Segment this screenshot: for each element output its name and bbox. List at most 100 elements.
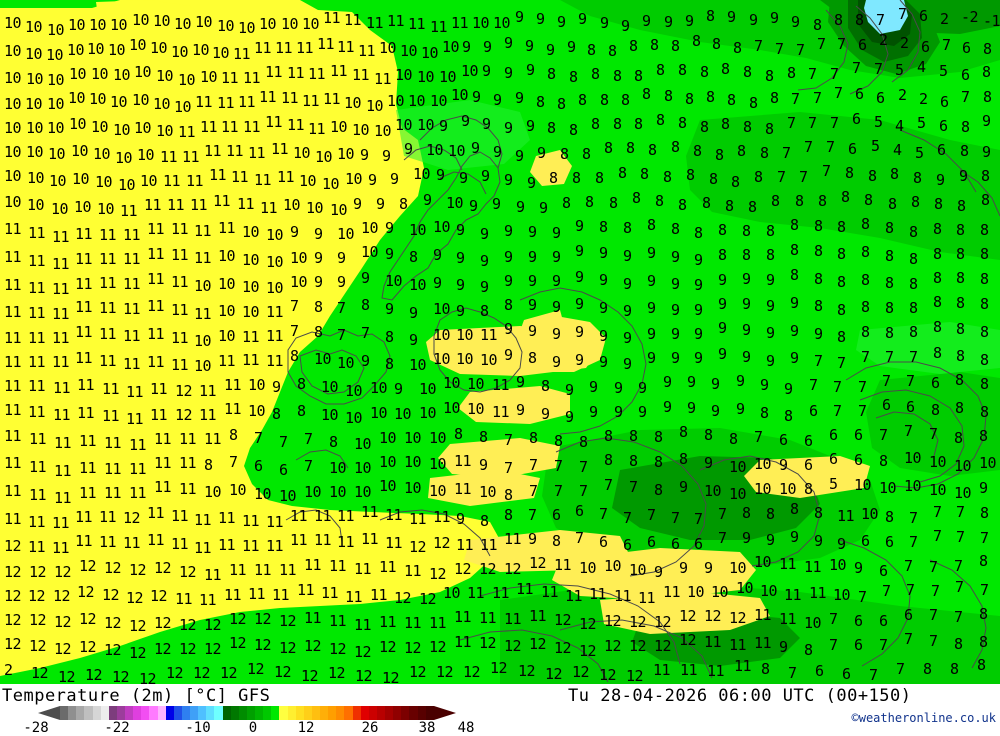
temperature-value: 8 xyxy=(547,65,556,83)
temperature-value: 10 xyxy=(446,194,464,212)
temperature-value: 8 xyxy=(770,89,779,107)
temperature-value: 11 xyxy=(290,531,308,549)
temperature-value: 12 xyxy=(29,637,47,655)
temperature-value: 9 xyxy=(647,272,656,290)
temperature-value: 8 xyxy=(480,302,489,320)
temperature-value: 11 xyxy=(279,561,297,579)
temperature-value: 11 xyxy=(379,558,397,576)
temperature-value: 12 xyxy=(254,636,272,654)
temperature-value: 11 xyxy=(104,484,122,502)
color-scale-tick--28: -28 xyxy=(23,720,49,736)
temperature-value: 9 xyxy=(575,351,584,369)
temperature-value: 10 xyxy=(879,479,897,497)
temperature-value: 8 xyxy=(562,194,571,212)
temperature-value: 12 xyxy=(79,638,97,656)
color-swatch-10 xyxy=(141,706,150,720)
temperature-value: 6 xyxy=(575,502,584,520)
temperature-value: 10 xyxy=(69,65,87,83)
temperature-value: 9 xyxy=(589,378,598,396)
temperature-value: 10 xyxy=(302,15,320,33)
temperature-value: 8 xyxy=(686,166,695,184)
temperature-value: 8 xyxy=(933,269,942,287)
temperature-value: 8 xyxy=(933,318,942,336)
temperature-value: 11 xyxy=(266,537,284,555)
temperature-value: 9 xyxy=(272,378,281,396)
temperature-value: 11 xyxy=(194,305,212,323)
temperature-value: 10 xyxy=(379,477,397,495)
color-swatch-8 xyxy=(125,706,134,720)
temperature-value: 7 xyxy=(961,88,970,106)
temperature-value: 7 xyxy=(718,529,727,547)
temperature-value: 10 xyxy=(89,90,107,108)
temperature-value: 8 xyxy=(549,169,558,187)
temperature-value: 9 xyxy=(736,400,745,418)
temperature-value: 7 xyxy=(817,35,826,53)
temperature-value: 6 xyxy=(939,117,948,135)
temperature-value: 9 xyxy=(436,166,445,184)
color-scale-tick-48: 48 xyxy=(457,720,475,736)
temperature-value: 10 xyxy=(4,193,22,211)
temperature-value: 9 xyxy=(433,274,442,292)
temperature-value: 11 xyxy=(52,305,70,323)
temperature-value: 10 xyxy=(461,62,479,80)
temperature-value: 11 xyxy=(28,304,46,322)
temperature-value: 8 xyxy=(479,428,488,446)
temperature-value: 8 xyxy=(814,217,823,235)
temperature-value: 10 xyxy=(91,65,109,83)
temperature-value: 10 xyxy=(604,557,622,575)
temperature-value: 9 xyxy=(515,147,524,165)
temperature-value: 9 xyxy=(742,529,751,547)
color-scale-tick-12: 12 xyxy=(297,720,315,736)
temperature-value: 11 xyxy=(199,382,217,400)
temperature-value: 9 xyxy=(525,37,534,55)
temperature-value: 5 xyxy=(895,61,904,79)
temperature-value: 9 xyxy=(837,535,846,553)
temperature-map[interactable]: 10 10 10 10 10 10 10 10 10 10 10 10 10 10 10 11 11 11 11 11… xyxy=(0,0,1000,684)
temperature-value: 2 xyxy=(919,90,928,108)
temperature-value: 11 xyxy=(147,297,165,315)
temperature-value: 11 xyxy=(129,484,147,502)
temperature-value: 12 xyxy=(626,667,644,684)
temperature-value: 8 xyxy=(933,293,942,311)
temperature-value: 11 xyxy=(123,275,141,293)
temperature-value: 8 xyxy=(760,144,769,162)
temperature-value: 8 xyxy=(868,167,877,185)
temperature-value: 11 xyxy=(218,219,236,237)
temperature-value: 7 xyxy=(808,65,817,83)
temperature-value: 10 xyxy=(451,86,469,104)
temperature-value: 11 xyxy=(374,70,392,88)
temperature-value: 7 xyxy=(599,505,608,523)
temperature-value: 11 xyxy=(144,196,162,214)
temperature-value: 11 xyxy=(229,561,247,579)
temperature-value: 10 xyxy=(110,93,128,111)
temperature-value: 6 xyxy=(855,85,864,103)
temperature-value: 11 xyxy=(53,406,71,424)
temperature-value: 9 xyxy=(483,38,492,56)
temperature-value: 8 xyxy=(623,219,632,237)
color-swatch-6 xyxy=(108,706,117,720)
temperature-value: 11 xyxy=(454,452,472,470)
temperature-value: 12 xyxy=(279,639,297,657)
temperature-value: 8 xyxy=(980,270,989,288)
temperature-value: 11 xyxy=(541,583,559,601)
temperature-value: 7 xyxy=(554,482,563,500)
color-swatch-32 xyxy=(320,706,329,720)
temperature-value: 10 xyxy=(829,556,847,574)
temperature-value: 9 xyxy=(536,10,545,28)
temperature-value: 8 xyxy=(980,295,989,313)
temperature-value: 11 xyxy=(516,580,534,598)
temperature-value: 8 xyxy=(385,328,394,346)
temperature-value: 8 xyxy=(980,403,989,421)
temperature-value: 11 xyxy=(194,539,212,557)
temperature-value: 9 xyxy=(528,296,537,314)
temperature-value: 12 xyxy=(175,406,193,424)
temperature-value: 8 xyxy=(609,194,618,212)
temperature-value: 11 xyxy=(190,196,208,214)
temperature-value: 11 xyxy=(754,606,772,624)
temperature-value: 8 xyxy=(765,67,774,85)
temperature-value: 10 xyxy=(379,39,397,57)
temperature-value: 9 xyxy=(456,302,465,320)
temperature-value: 11 xyxy=(242,351,260,369)
temperature-value: 11 xyxy=(337,38,355,56)
temperature-value: 12 xyxy=(490,659,508,677)
